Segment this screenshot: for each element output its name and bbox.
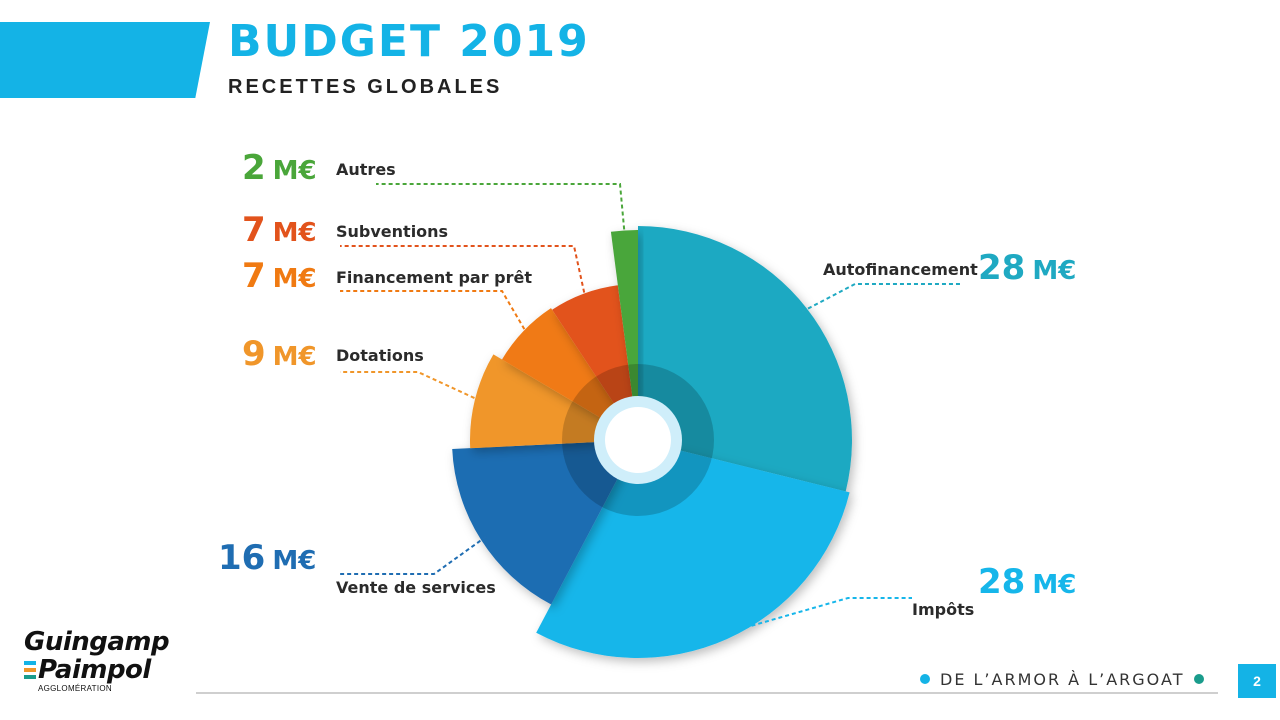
value-unit: M€ (1032, 256, 1077, 286)
logo-stripes-icon (24, 661, 36, 681)
value-number: 28 (978, 248, 1026, 288)
value-unit: M€ (272, 342, 317, 372)
value-number: 9 (242, 334, 266, 374)
leader-line-autofinancement (801, 283, 960, 313)
value-unit: M€ (272, 264, 317, 294)
leader-line-dotations (340, 371, 482, 402)
leader-line-imp-ts (724, 597, 912, 635)
value-unit: M€ (272, 218, 317, 248)
value-impots: 28 M€ (978, 562, 1076, 602)
page-title: BUDGET 2019 (228, 16, 590, 67)
label-autres: Autres (336, 160, 396, 179)
value-financement: 7 M€ (242, 256, 317, 296)
pie-slice-vente-de-services (452, 440, 638, 605)
logo-line2: Paimpol (24, 656, 184, 684)
logo-line1: Guingamp (24, 627, 170, 657)
pie-slice-autres (610, 230, 638, 440)
value-dotations: 9 M€ (242, 334, 317, 374)
value-number: 2 (242, 148, 266, 188)
agglomeration-logo: Guingamp Paimpol AGGLOMÉRATION (24, 628, 184, 700)
label-financement: Financement par prêt (336, 268, 533, 287)
donut-hole (605, 407, 671, 473)
logo-line3: AGGLOMÉRATION (38, 684, 112, 693)
value-autofinancement: 28 M€ (978, 248, 1076, 288)
label-subventions: Subventions (336, 222, 449, 241)
value-number: 28 (978, 562, 1026, 602)
pie-slice-dotations (469, 354, 638, 449)
label-vente-services: Vente de services (336, 578, 496, 597)
value-number: 16 (218, 538, 266, 578)
logo-line2-text: Paimpol (38, 655, 151, 685)
leader-line-subventions (340, 245, 587, 300)
value-vente-services: 16 M€ (218, 538, 316, 578)
value-unit: M€ (272, 546, 317, 576)
value-unit: M€ (272, 156, 317, 186)
leader-line-financement-par-pr-t (340, 290, 529, 336)
label-impots: Impôts (912, 600, 975, 619)
pie-slice-financement-par-pr-t (502, 308, 638, 440)
tagline-dot-right-icon (1194, 674, 1205, 684)
label-autofinancement: Autofinancement (823, 260, 978, 279)
leader-line-vente-de-services (340, 535, 487, 575)
value-unit: M€ (1032, 570, 1077, 600)
label-dotations: Dotations (336, 346, 424, 365)
tagline-text: DE L’ARMOR À L’ARGOAT (940, 669, 1185, 689)
value-number: 7 (242, 210, 266, 250)
value-number: 7 (242, 256, 266, 296)
header-banner (0, 22, 210, 98)
value-subventions: 7 M€ (242, 210, 317, 250)
pie-slice-subventions (552, 285, 638, 440)
page-number: 2 (1238, 664, 1276, 698)
footer-divider (196, 692, 1218, 694)
value-autres: 2 M€ (242, 148, 317, 188)
pie-slice-imp-ts (536, 440, 850, 659)
footer-tagline: DE L’ARMOR À L’ARGOAT (920, 668, 1205, 690)
pie-slice-autofinancement (638, 226, 852, 492)
tagline-dot-left-icon (920, 674, 930, 684)
leader-line-autres (376, 183, 626, 237)
page-subtitle: RECETTES GLOBALES (228, 76, 503, 98)
